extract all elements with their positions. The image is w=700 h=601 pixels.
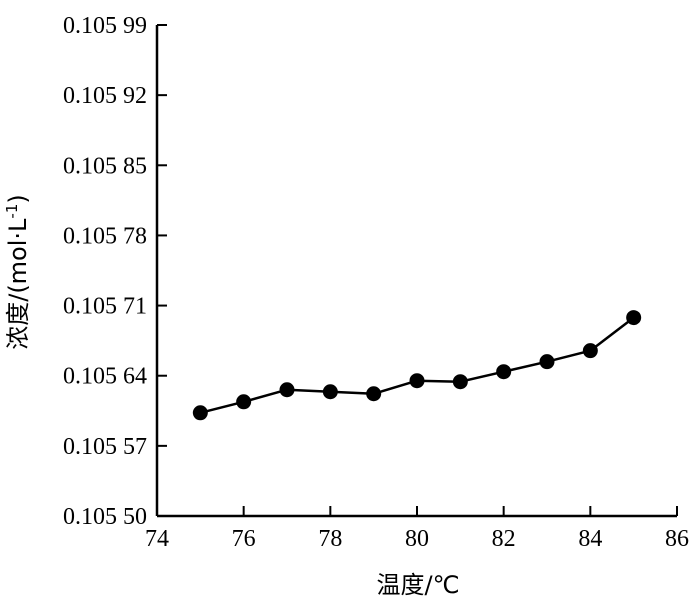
data-point [626,310,642,326]
x-axis-title: 温度/℃ [376,571,459,599]
x-tick-label: 86 [665,526,689,552]
series-line [199,316,635,415]
data-point [366,386,382,402]
y-tick-label: 0.105 78 [63,223,147,249]
y-tick-label: 0.105 99 [63,13,147,39]
data-point [452,374,468,390]
y-tick-label: 0.105 92 [63,83,147,109]
y-axis-title-main: 浓度/(mol·L [4,218,32,350]
data-point [279,382,295,398]
y-tick-label: 0.105 64 [63,364,147,390]
x-tick-label: 80 [405,526,429,552]
y-tick-label: 0.105 71 [63,294,147,320]
x-tick-label: 78 [318,526,342,552]
axes [155,25,677,518]
x-tick-label: 76 [232,526,256,552]
data-point [582,343,598,359]
x-tick-label: 84 [578,526,602,552]
y-tick-label: 0.105 85 [63,153,147,179]
y-axis-title: 浓度/(mol·L-1) [3,194,32,350]
data-point [539,354,555,370]
plot-series [192,310,642,421]
y-axis-title-superscript: -1 [3,204,21,219]
y-ticks: 0.105 50 0.105 57 0.105 64 0.105 71 0.105 78… [63,13,167,530]
data-point [409,373,425,389]
data-point [496,364,512,380]
x-tick-label: 82 [492,526,516,552]
y-axis-title-close: ) [4,194,32,203]
y-tick-label: 0.105 50 [63,504,147,530]
y-tick-label: 0.105 57 [63,434,147,460]
data-point [192,405,208,421]
data-point [236,394,252,410]
x-tick-label: 74 [145,526,169,552]
data-point [322,384,338,400]
x-ticks: 74 76 78 80 82 84 86 [145,506,689,552]
